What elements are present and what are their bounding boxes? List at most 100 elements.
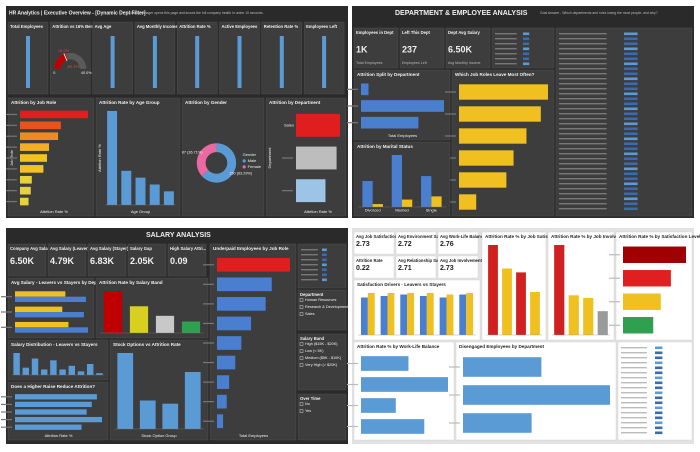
kpi-label: Avg Monthly Income	[137, 24, 178, 29]
kpi-label: Attrition vs 16% Benchmark	[52, 24, 108, 29]
bar	[15, 306, 63, 312]
panel-row	[559, 48, 607, 50]
slicer-item[interactable]: No	[305, 402, 310, 406]
panel-cell	[624, 102, 638, 106]
gauge-tick-label: 0	[53, 71, 55, 75]
panel-row	[621, 347, 647, 349]
category-label-placeholder	[445, 157, 456, 159]
kpi-label: Avg Job Involvement	[440, 258, 483, 263]
category-label-placeholder	[203, 283, 214, 285]
panel-row	[495, 38, 517, 40]
slicer-checkbox[interactable]	[299, 363, 304, 367]
kpi-value: 6.83K	[90, 256, 115, 266]
slicer-checkbox[interactable]	[299, 305, 304, 309]
panel-row	[301, 249, 318, 251]
bar	[22, 367, 30, 375]
kpi-label: Company Avg Salary	[10, 246, 52, 251]
slicer-checkbox[interactable]	[299, 356, 304, 360]
panel-cell	[624, 157, 638, 161]
legend-title: Gender	[243, 152, 257, 157]
bar	[40, 369, 48, 375]
panel-row	[621, 397, 647, 399]
bar	[217, 394, 227, 409]
panel-cell	[624, 97, 638, 101]
bar	[217, 297, 266, 311]
bar	[431, 196, 442, 207]
gauge-target	[63, 53, 68, 61]
bar	[459, 128, 527, 144]
bar	[488, 245, 498, 335]
kpi-value: 2.05K	[130, 256, 155, 266]
slicer-item[interactable]: Research & Development	[305, 305, 349, 309]
bar	[439, 297, 447, 335]
panel-cell	[655, 366, 663, 370]
panel-cell	[624, 152, 638, 156]
category-label-placeholder	[1, 411, 12, 413]
panel-cell	[624, 142, 638, 146]
panel-row	[559, 133, 607, 135]
panel-cell	[624, 82, 638, 86]
panel-cell	[624, 87, 638, 91]
slicer-item[interactable]: Sales	[305, 312, 315, 316]
slicer-item[interactable]: Medium ($5K - $10K)	[305, 356, 342, 360]
kpi-label: Avg Work-Life Balance	[440, 234, 486, 239]
category-label-placeholder	[6, 157, 17, 159]
category-label: Single	[426, 208, 438, 213]
slicer-item[interactable]: High ($15K - $20K)	[305, 342, 338, 346]
bar	[421, 176, 432, 207]
bar	[296, 179, 326, 203]
slicer-checkbox[interactable]	[299, 298, 304, 302]
category-label-placeholder	[1, 396, 12, 398]
kpi-value: 6.50K	[448, 44, 473, 54]
slicer-item[interactable]: Very High (> $20K)	[305, 363, 338, 367]
bar	[380, 296, 388, 335]
bar	[15, 394, 97, 400]
panel-cell	[655, 391, 663, 395]
slicer-item[interactable]: Yes	[305, 409, 311, 413]
panel-row	[559, 103, 607, 105]
panel-row	[559, 203, 607, 205]
bar	[162, 403, 179, 429]
slicer-item[interactable]: Human Resources	[305, 298, 337, 302]
slicer-item[interactable]: Low (< 5K)	[305, 349, 324, 353]
panel-cell	[655, 416, 663, 420]
bar	[15, 401, 92, 408]
bar	[361, 356, 409, 371]
bar	[554, 245, 565, 335]
slicer-checkbox[interactable]	[299, 409, 304, 413]
panel-cell	[624, 67, 638, 71]
slicer-checkbox[interactable]	[299, 402, 304, 406]
bar	[361, 398, 396, 413]
bar	[516, 272, 526, 335]
x-axis-label: Attrition Rate %	[304, 209, 332, 214]
kpi-label: Avg Environment Satisfaction	[398, 234, 458, 239]
panel-row	[301, 259, 318, 261]
category-label-placeholder	[203, 361, 214, 364]
gauge-value	[54, 53, 68, 69]
bar	[15, 416, 102, 423]
kpi-card	[87, 243, 127, 277]
slicer-checkbox[interactable]	[299, 349, 304, 353]
bar	[217, 257, 290, 272]
panel-cell	[624, 187, 638, 191]
bar	[20, 175, 32, 184]
donut-slice	[196, 143, 217, 177]
panel-row	[559, 173, 607, 175]
slicer-checkbox[interactable]	[299, 312, 304, 316]
panel-cell	[624, 177, 638, 181]
category-label-placeholder	[1, 403, 12, 405]
kpi-sublabel: Avg Monthly Income	[448, 61, 481, 65]
kpi-value: 0.09	[170, 256, 188, 266]
bar	[361, 116, 419, 129]
slicer-checkbox[interactable]	[299, 342, 304, 346]
panel-row	[559, 73, 607, 75]
panel-cell	[624, 117, 638, 121]
panel-row	[495, 58, 517, 60]
panel-cell	[655, 386, 663, 390]
category-label-placeholder	[6, 113, 17, 116]
bar	[402, 199, 413, 207]
bar	[217, 375, 230, 389]
slicer-card	[297, 393, 347, 441]
panel-cell	[624, 137, 638, 141]
bar	[15, 327, 88, 333]
